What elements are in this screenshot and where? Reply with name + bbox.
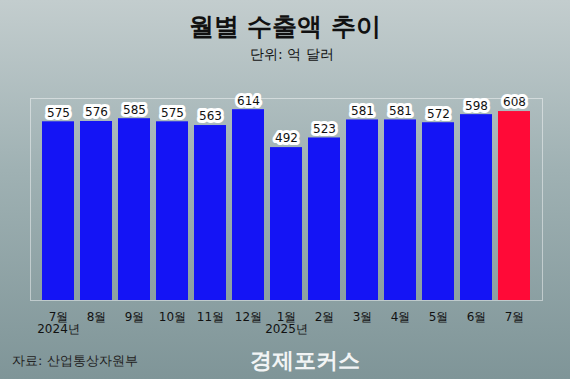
svg-text:492: 492 [275, 131, 298, 145]
svg-text:8월: 8월 [87, 310, 107, 324]
html-text:단위: 억 달러: 단위: 억 달러 [250, 46, 334, 62]
svg-text:581: 581 [389, 104, 412, 118]
svg-text:7월: 7월 [505, 310, 525, 324]
svg-text:7월2024년: 7월2024년 [37, 310, 80, 336]
svg-text:2월: 2월 [315, 310, 335, 324]
svg-text:3월: 3월 [353, 310, 373, 324]
svg-text:598: 598 [465, 99, 488, 113]
svg-text:575: 575 [161, 106, 184, 120]
html-text:자료: 산업통상자원부: 자료: 산업통상자원부 [12, 353, 138, 368]
svg-text:6월: 6월 [467, 310, 487, 324]
svg-text:10월: 10월 [159, 310, 186, 324]
svg-text:4월: 4월 [391, 310, 411, 324]
svg-text:575: 575 [47, 106, 70, 120]
svg-text:9월: 9월 [125, 310, 145, 324]
svg-text:563: 563 [199, 109, 222, 123]
svg-text:614: 614 [237, 94, 260, 108]
svg-text:523: 523 [313, 122, 336, 136]
svg-text:12월: 12월 [235, 310, 262, 324]
html-text:월별 수출액 추이: 월별 수출액 추이 [188, 12, 382, 41]
svg-text:608: 608 [503, 95, 526, 109]
svg-text:572: 572 [427, 107, 450, 121]
svg-text:11월: 11월 [197, 310, 224, 324]
svg-text:585: 585 [123, 103, 146, 117]
svg-text:1월2025년: 1월2025년 [265, 310, 308, 336]
svg-text:576: 576 [85, 105, 108, 119]
svg-text:581: 581 [351, 104, 374, 118]
html-text:경제포커스: 경제포커스 [250, 348, 360, 373]
svg-text:5월: 5월 [429, 310, 449, 324]
